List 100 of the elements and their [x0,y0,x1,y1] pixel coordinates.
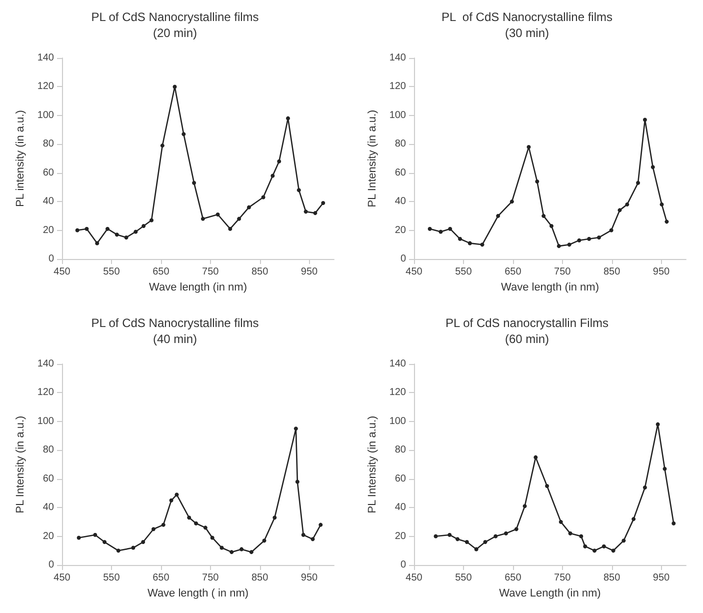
point [480,242,484,247]
y-tick-label: 0 [400,560,406,570]
y-tick-label: 60 [394,167,406,178]
point [526,145,531,150]
point [632,517,636,522]
y-tick-label: 40 [42,502,54,514]
y-tick-label: 0 [48,560,54,570]
point [579,534,584,538]
point [534,455,538,460]
x-tick-label: 750 [554,572,572,584]
y-tick-label: 100 [389,416,406,427]
point [200,216,205,221]
point [161,522,166,527]
chart-subtitle: (60 min) [504,332,550,346]
point [664,220,669,224]
point [75,228,80,232]
y-tick-label: 60 [42,167,54,178]
point [313,211,318,216]
point [182,132,186,136]
point [448,226,452,231]
x-tick-label: 450 [406,572,423,584]
point [106,226,110,231]
y-tick-label: 120 [37,81,54,92]
point [304,210,308,214]
x-tick-label: 750 [202,572,220,584]
point [272,516,277,520]
point [622,538,626,543]
point [592,548,597,553]
point [194,521,198,526]
point [642,118,647,122]
point [514,527,518,532]
y-tick-label: 80 [42,444,54,456]
point [468,241,472,246]
point [114,232,119,237]
point [522,504,527,508]
point [261,195,266,200]
point [542,214,546,218]
point [545,484,550,488]
x-axis-title: Wave length (in nm) [148,281,248,294]
point [246,205,251,210]
point [237,216,242,221]
chart-subtitle: (30 min) [504,26,550,40]
point [172,84,177,89]
point [642,485,647,490]
point [583,544,588,548]
y-tick-label: 120 [389,387,406,398]
point [124,235,128,240]
x-tick-label: 750 [202,266,220,278]
point [116,548,120,553]
point [131,546,136,550]
y-axis-title: PL Intensity (in a.u.) [14,416,26,514]
point [609,228,614,232]
point [142,224,146,228]
point [549,224,554,228]
point [577,238,582,242]
x-tick-label: 850 [251,572,269,584]
y-tick-label: 60 [42,473,54,484]
point [672,521,676,526]
point [310,537,315,542]
x-tick-label: 550 [103,572,120,584]
x-tick-label: 450 [406,266,423,278]
point [448,532,452,537]
point [464,540,469,544]
x-axis-title: Wave length (in nm) [500,281,600,294]
point [240,547,244,552]
y-tick-label: 140 [389,358,406,370]
point [510,200,514,204]
y-tick-label: 20 [42,530,54,542]
y-tick-label: 20 [394,530,406,542]
x-tick-label: 850 [603,572,621,584]
point [95,241,100,246]
point [151,527,156,532]
point [216,212,220,216]
point [494,534,498,538]
point [301,532,306,537]
y-tick-label: 20 [394,224,406,236]
point [318,522,323,527]
chart-subtitle: (20 min) [152,26,198,40]
x-tick-label: 550 [455,572,472,584]
point [169,498,174,502]
point [270,174,275,178]
y-tick-label: 80 [394,444,406,456]
y-tick-label: 100 [37,416,54,427]
y-axis-title: PL intensity (in a.u.) [14,110,26,207]
point [84,226,89,231]
x-tick-label: 950 [652,266,670,278]
point [504,531,508,536]
point [456,537,460,542]
point [102,540,107,544]
point [230,550,234,554]
x-tick-label: 850 [603,266,621,278]
x-axis-title: Wave Length (in nm) [499,587,601,600]
point [483,540,488,544]
x-tick-label: 950 [652,572,670,584]
point [618,208,622,212]
point [458,236,462,241]
x-tick-label: 950 [300,266,318,278]
point [249,550,254,554]
x-tick-label: 450 [54,266,71,278]
point [587,236,592,241]
